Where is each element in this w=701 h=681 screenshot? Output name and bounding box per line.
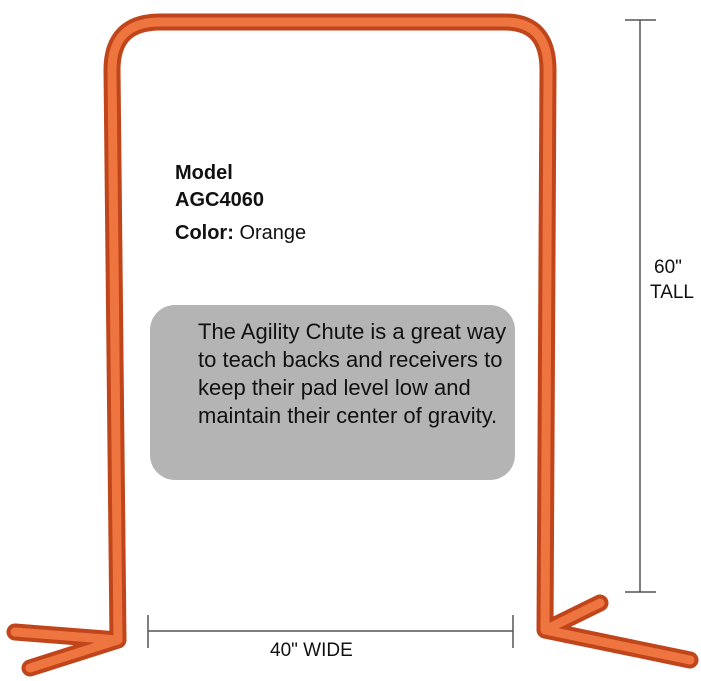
color-value: Orange	[239, 222, 306, 244]
height-value: 60"	[654, 257, 682, 279]
color-label: Color:	[175, 222, 234, 244]
description: The Agility Chute is a great way to teac…	[198, 318, 518, 430]
model-label: Model	[175, 162, 233, 185]
product-image: Model AGC4060 Color: Orange The Agility …	[0, 0, 701, 681]
height-label: TALL	[650, 282, 694, 304]
color-line: Color: Orange	[175, 222, 306, 245]
model-number: AGC4060	[175, 189, 264, 212]
width-label: 40" WIDE	[270, 640, 353, 662]
